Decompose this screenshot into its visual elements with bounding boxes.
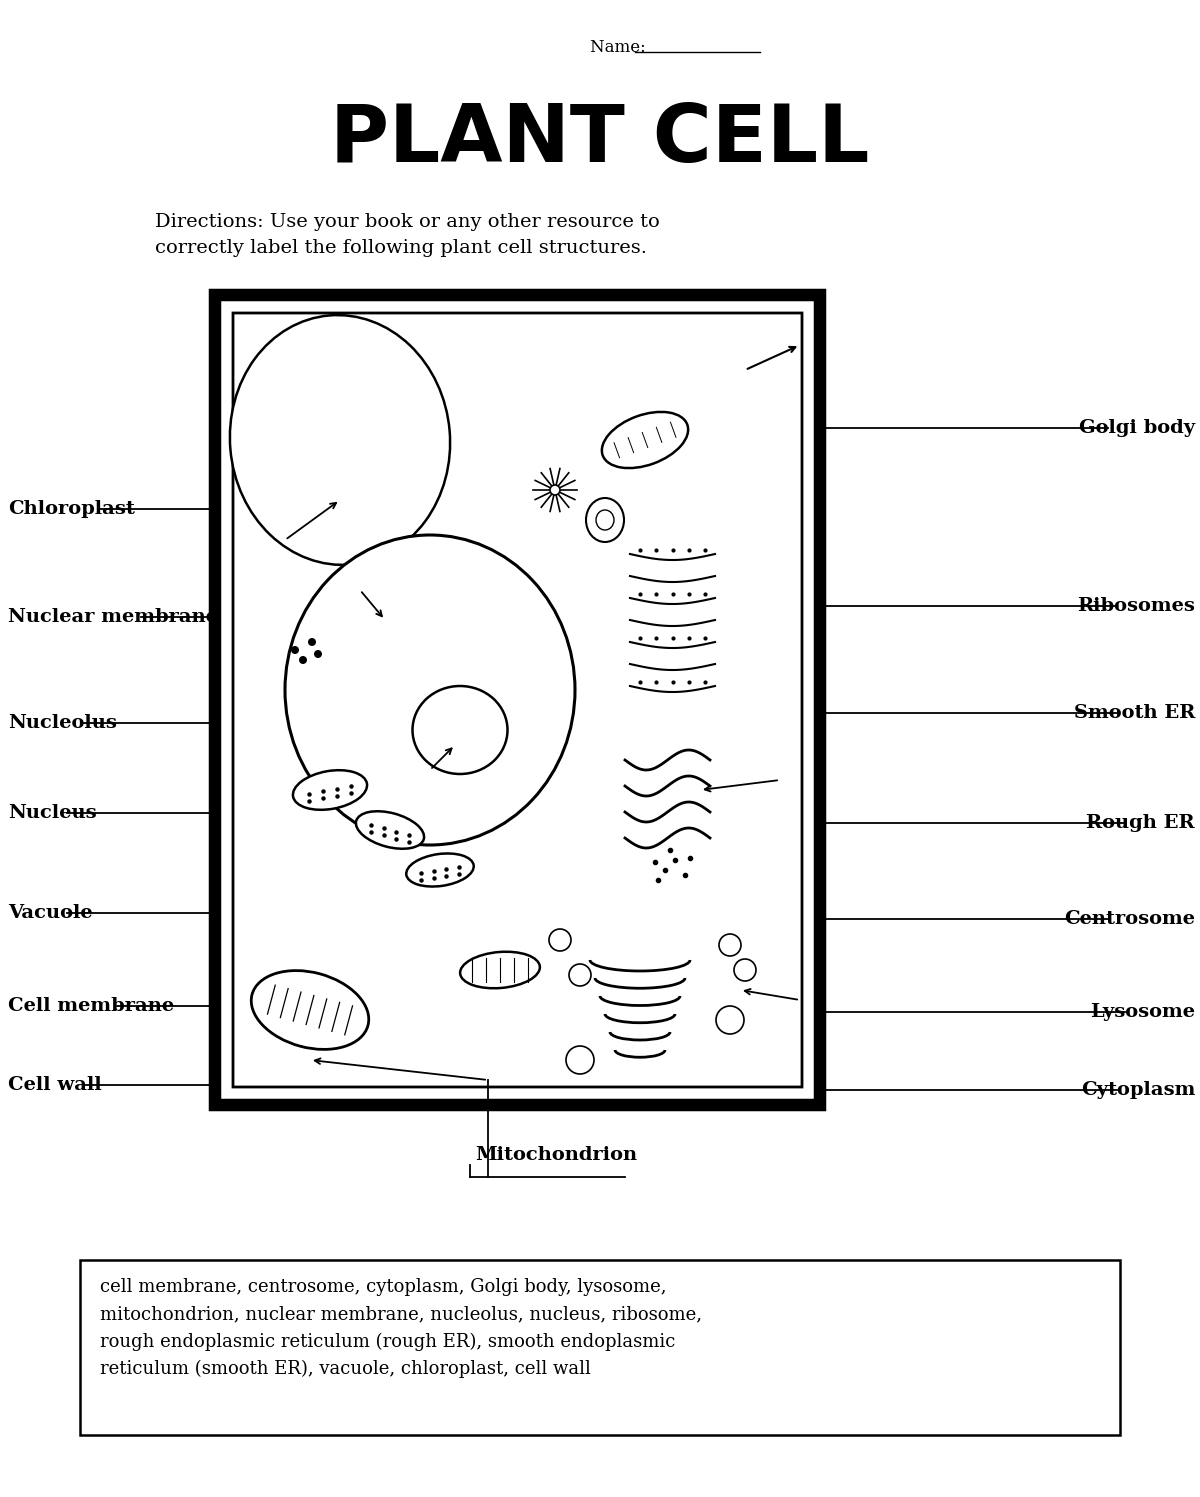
Text: Ribosomes: Ribosomes bbox=[1078, 597, 1195, 615]
Text: Smooth ER: Smooth ER bbox=[1074, 704, 1195, 722]
Ellipse shape bbox=[716, 1006, 744, 1034]
Text: Cell wall: Cell wall bbox=[8, 1076, 102, 1094]
Ellipse shape bbox=[292, 647, 299, 654]
Text: Golgi body: Golgi body bbox=[1079, 419, 1195, 437]
Ellipse shape bbox=[407, 853, 474, 886]
Text: Cell membrane: Cell membrane bbox=[8, 997, 174, 1015]
Text: cell membrane, centrosome, cytoplasm, Golgi body, lysosome,
mitochondrion, nucle: cell membrane, centrosome, cytoplasm, Go… bbox=[100, 1278, 702, 1379]
Ellipse shape bbox=[230, 314, 450, 564]
Text: PLANT CELL: PLANT CELL bbox=[330, 100, 870, 180]
Ellipse shape bbox=[734, 960, 756, 981]
Text: Nucleolus: Nucleolus bbox=[8, 714, 116, 732]
Text: Name:: Name: bbox=[590, 39, 650, 57]
Ellipse shape bbox=[293, 769, 367, 810]
Text: Directions: Use your book or any other resource to
correctly label the following: Directions: Use your book or any other r… bbox=[155, 213, 660, 257]
Ellipse shape bbox=[251, 970, 368, 1049]
Bar bbox=[80, 1260, 1120, 1436]
Text: Mitochondrion: Mitochondrion bbox=[475, 1147, 637, 1165]
Ellipse shape bbox=[308, 638, 316, 647]
Ellipse shape bbox=[602, 412, 688, 469]
Text: Centrosome: Centrosome bbox=[1064, 910, 1195, 928]
Text: Cytoplasm: Cytoplasm bbox=[1081, 1081, 1195, 1099]
Ellipse shape bbox=[596, 510, 614, 530]
Text: Rough ER: Rough ER bbox=[1086, 814, 1195, 832]
Text: Nuclear membrane: Nuclear membrane bbox=[8, 608, 218, 626]
Ellipse shape bbox=[719, 934, 742, 957]
Text: Chloroplast: Chloroplast bbox=[8, 500, 134, 518]
Text: Lysosome: Lysosome bbox=[1090, 1003, 1195, 1021]
Ellipse shape bbox=[314, 650, 322, 659]
Ellipse shape bbox=[286, 534, 575, 844]
Ellipse shape bbox=[569, 964, 592, 987]
Ellipse shape bbox=[566, 1046, 594, 1073]
Ellipse shape bbox=[550, 485, 560, 496]
Text: Vacuole: Vacuole bbox=[8, 904, 92, 922]
Ellipse shape bbox=[586, 499, 624, 542]
Ellipse shape bbox=[550, 930, 571, 951]
Ellipse shape bbox=[460, 952, 540, 988]
PathPatch shape bbox=[215, 295, 820, 1105]
Text: Nucleus: Nucleus bbox=[8, 804, 97, 822]
Ellipse shape bbox=[299, 656, 307, 665]
Ellipse shape bbox=[356, 811, 424, 849]
Ellipse shape bbox=[413, 686, 508, 774]
